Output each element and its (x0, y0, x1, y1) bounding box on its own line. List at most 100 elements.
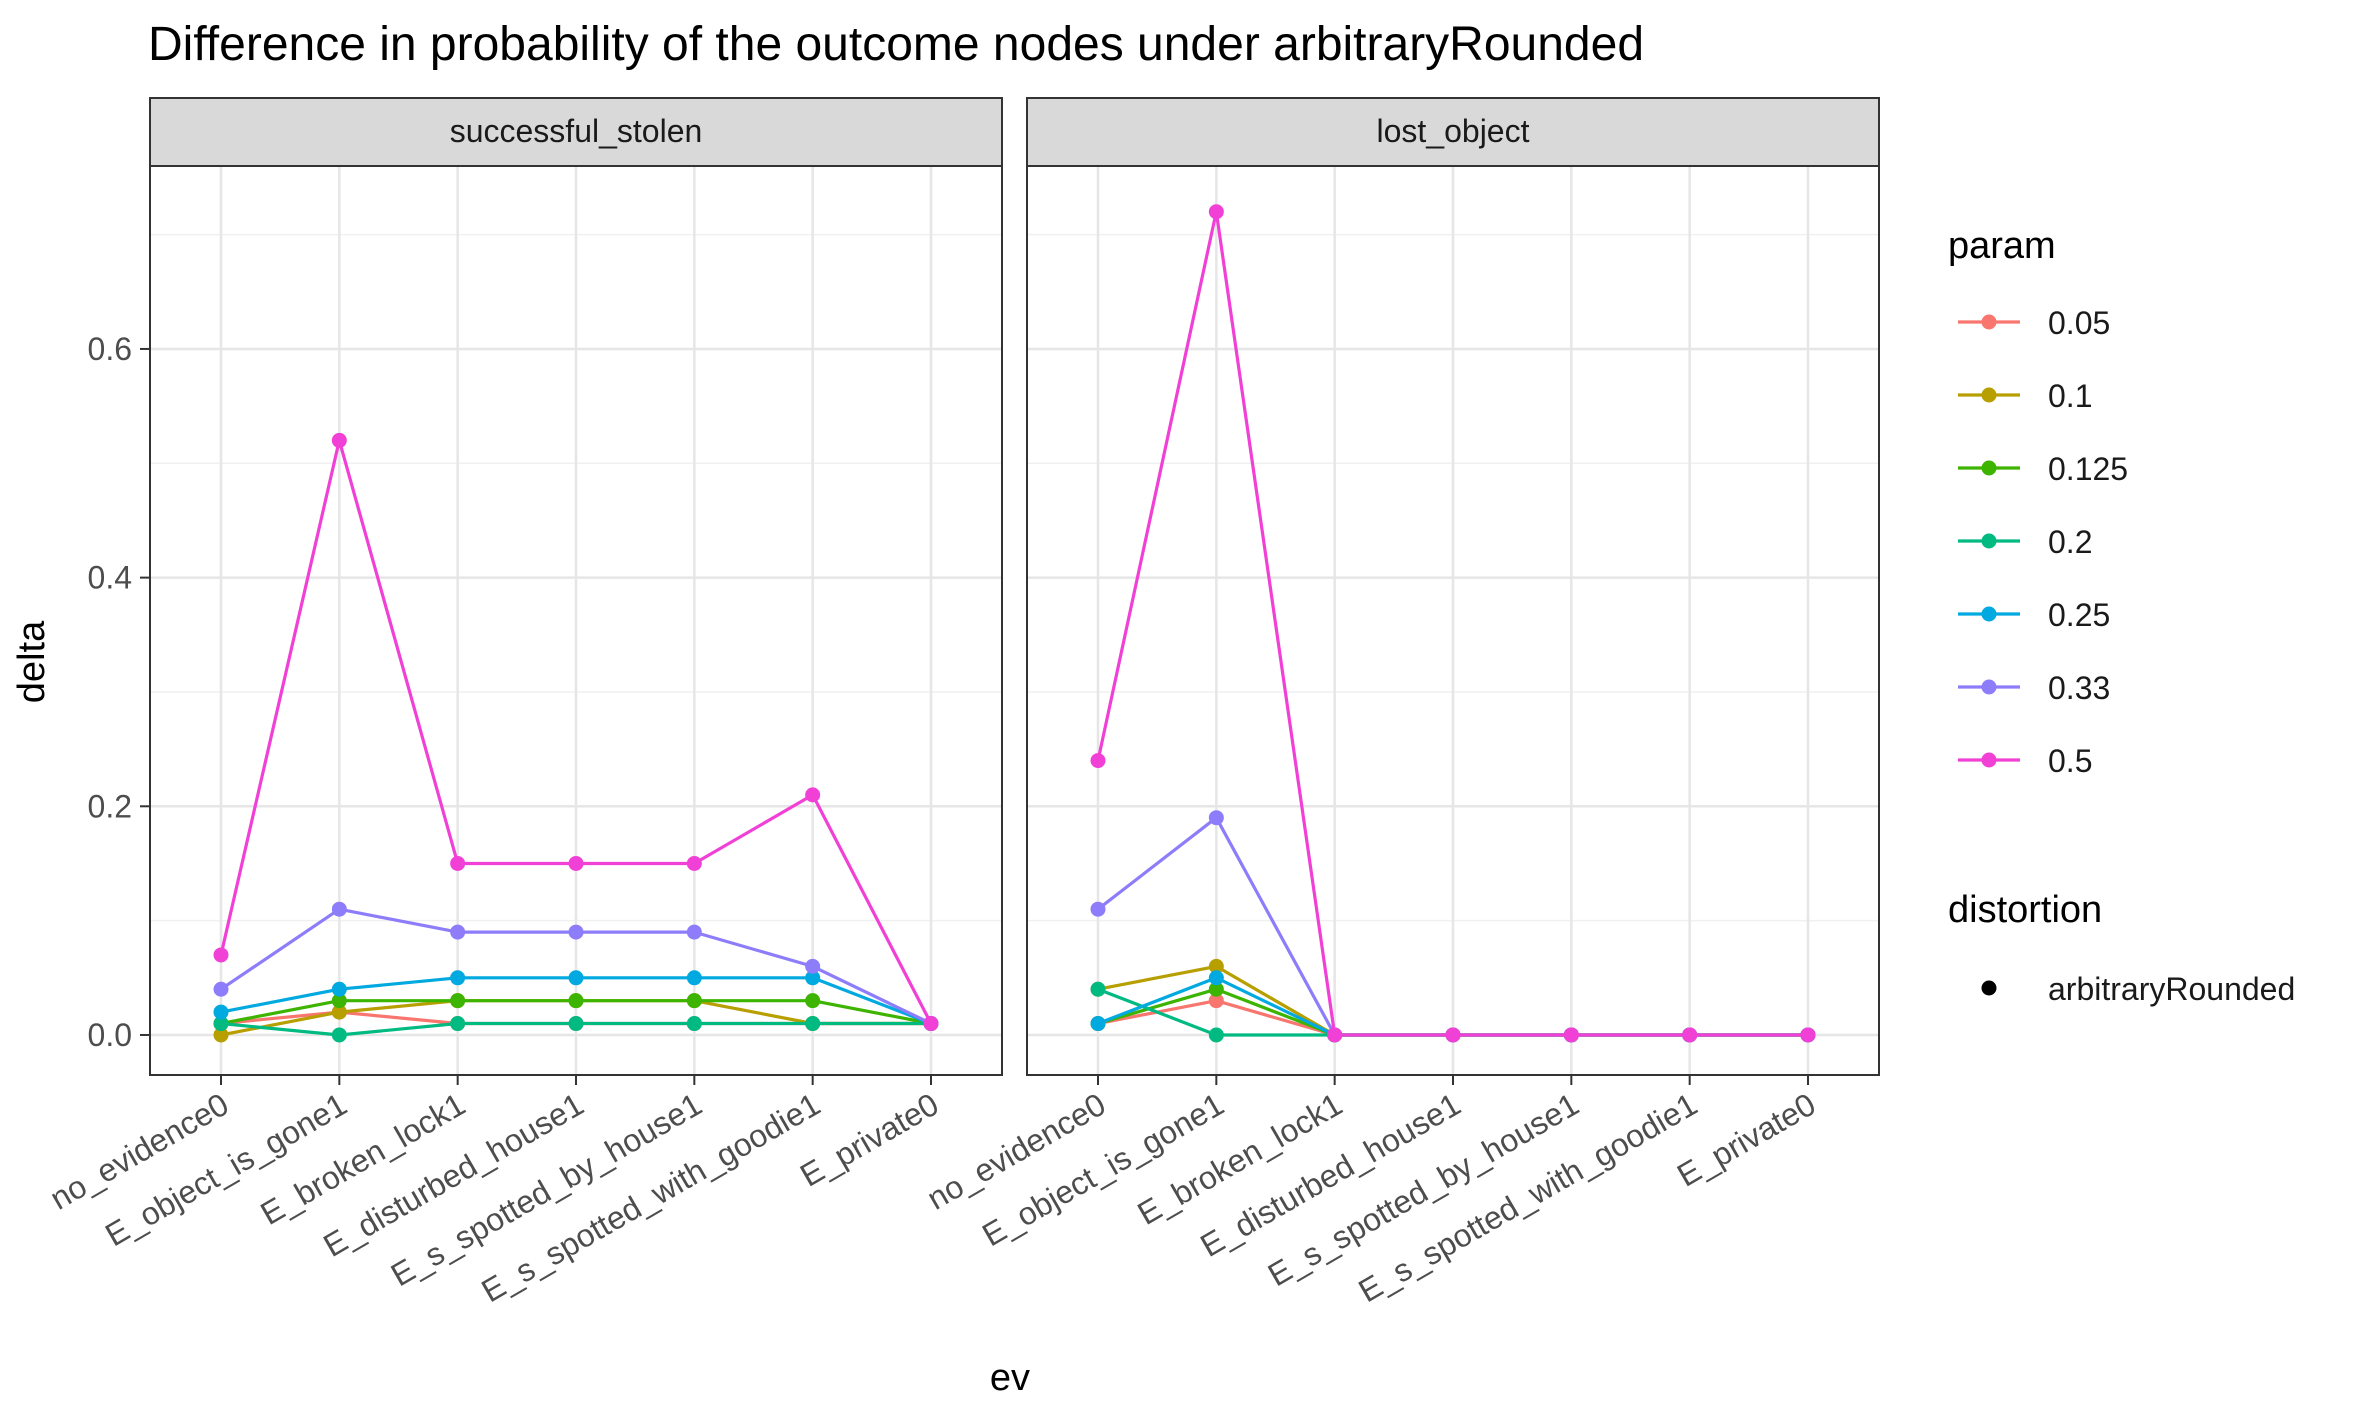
data-point (805, 787, 821, 803)
legend-item-label: 0.125 (2048, 451, 2128, 487)
y-tick-label: 0.2 (88, 788, 132, 824)
legend-key-point (1981, 387, 1997, 403)
data-point (1208, 204, 1224, 220)
series-0.5 (1090, 204, 1816, 1043)
legend-item-label: 0.1 (2048, 378, 2092, 414)
series-group (213, 432, 939, 1043)
data-point (805, 970, 821, 986)
data-point (1208, 958, 1224, 974)
data-point (568, 924, 584, 940)
data-point (1682, 1027, 1698, 1043)
chart-title: Difference in probability of the outcome… (148, 18, 1644, 71)
data-point (450, 1016, 466, 1032)
data-point (1208, 1027, 1224, 1043)
legend-item-0.2: 0.2 (1958, 524, 2092, 560)
legend-key-point (1981, 606, 1997, 622)
legend-item-label: 0.05 (2048, 305, 2110, 341)
legend-item-0.33: 0.33 (1958, 670, 2110, 706)
data-point (213, 947, 229, 963)
data-point (450, 924, 466, 940)
data-point (568, 855, 584, 871)
series-group (1090, 204, 1816, 1043)
x-axis-label: ev (990, 1357, 1030, 1399)
data-point (923, 1016, 939, 1032)
y-tick-label: 0.6 (88, 331, 132, 367)
data-point (1090, 1016, 1106, 1032)
data-point (686, 970, 702, 986)
data-point (1090, 981, 1106, 997)
data-point (805, 1016, 821, 1032)
legend-item-0.125: 0.125 (1958, 451, 2128, 487)
legend-item-label: 0.5 (2048, 743, 2092, 779)
series-0.5 (213, 432, 939, 1032)
y-axis-label: delta (11, 620, 53, 703)
data-point (331, 1004, 347, 1020)
legend-key-point (1981, 533, 1997, 549)
legend: param 0.05 0.1 0.125 0.2 0.25 0.33 0.5 distort… (1948, 225, 2295, 1007)
y-tick-label: 0.4 (88, 560, 132, 596)
x-axis-ticks: no_evidence0E_object_is_gone1E_broken_lo… (44, 1075, 945, 1309)
legend-distortion-items: arbitraryRounded (1981, 971, 2295, 1007)
panels: successful_stolen no_evidence0E_object_is… (44, 97, 1880, 1309)
data-point (1208, 981, 1224, 997)
panel-strip-label: successful_stolen (450, 113, 703, 149)
data-point (331, 901, 347, 917)
data-point (1208, 970, 1224, 986)
legend-item-label: 0.2 (2048, 524, 2092, 560)
panel-lost_object: lost_object no_evidence0E_object_is_gone1… (921, 97, 1880, 1309)
legend-key-point (1981, 314, 1997, 330)
data-point (686, 855, 702, 871)
data-point (450, 993, 466, 1009)
data-point (1090, 753, 1106, 769)
y-tick-label: 0.0 (88, 1017, 132, 1053)
gridlines (1027, 166, 1879, 1075)
x-axis-ticks: no_evidence0E_object_is_gone1E_broken_lo… (921, 1075, 1822, 1309)
data-point (568, 970, 584, 986)
data-point (1208, 993, 1224, 1009)
legend-key-point (1981, 980, 1997, 996)
data-point (805, 993, 821, 1009)
data-point (213, 1004, 229, 1020)
data-point (1327, 1027, 1343, 1043)
legend-param-title: param (1948, 225, 2056, 267)
legend-distortion-item: arbitraryRounded (1981, 971, 2295, 1007)
legend-item-0.25: 0.25 (1958, 597, 2110, 633)
data-point (213, 1027, 229, 1043)
data-point (568, 1016, 584, 1032)
legend-item-label: 0.33 (2048, 670, 2110, 706)
legend-item-label: 0.25 (2048, 597, 2110, 633)
data-point (805, 958, 821, 974)
gridlines (150, 166, 1002, 1075)
data-point (450, 855, 466, 871)
panel-strip-label: lost_object (1377, 113, 1530, 149)
legend-item-label: arbitraryRounded (2048, 971, 2295, 1007)
legend-item-0.5: 0.5 (1958, 743, 2092, 779)
legend-key-point (1981, 679, 1997, 695)
data-point (1445, 1027, 1461, 1043)
data-point (213, 981, 229, 997)
y-axis-ticks: 0.0 0.2 0.4 0.6 (88, 331, 150, 1053)
data-point (331, 981, 347, 997)
data-point (686, 993, 702, 1009)
data-point (1800, 1027, 1816, 1043)
data-point (1090, 901, 1106, 917)
data-point (213, 1016, 229, 1032)
data-point (331, 1027, 347, 1043)
data-point (686, 1016, 702, 1032)
data-point (331, 432, 347, 448)
panel-strip (149, 97, 1003, 167)
legend-key-point (1981, 460, 1997, 476)
data-point (450, 970, 466, 986)
panel-successful_stolen: successful_stolen no_evidence0E_object_is… (44, 97, 1003, 1309)
data-point (686, 924, 702, 940)
data-point (331, 993, 347, 1009)
legend-key-point (1981, 752, 1997, 768)
legend-item-0.1: 0.1 (1958, 378, 2092, 414)
legend-item-0.05: 0.05 (1958, 305, 2110, 341)
legend-param-items: 0.05 0.1 0.125 0.2 0.25 0.33 0.5 (1958, 305, 2128, 779)
legend-distortion-title: distortion (1948, 889, 2102, 931)
data-point (1208, 810, 1224, 826)
data-point (1563, 1027, 1579, 1043)
